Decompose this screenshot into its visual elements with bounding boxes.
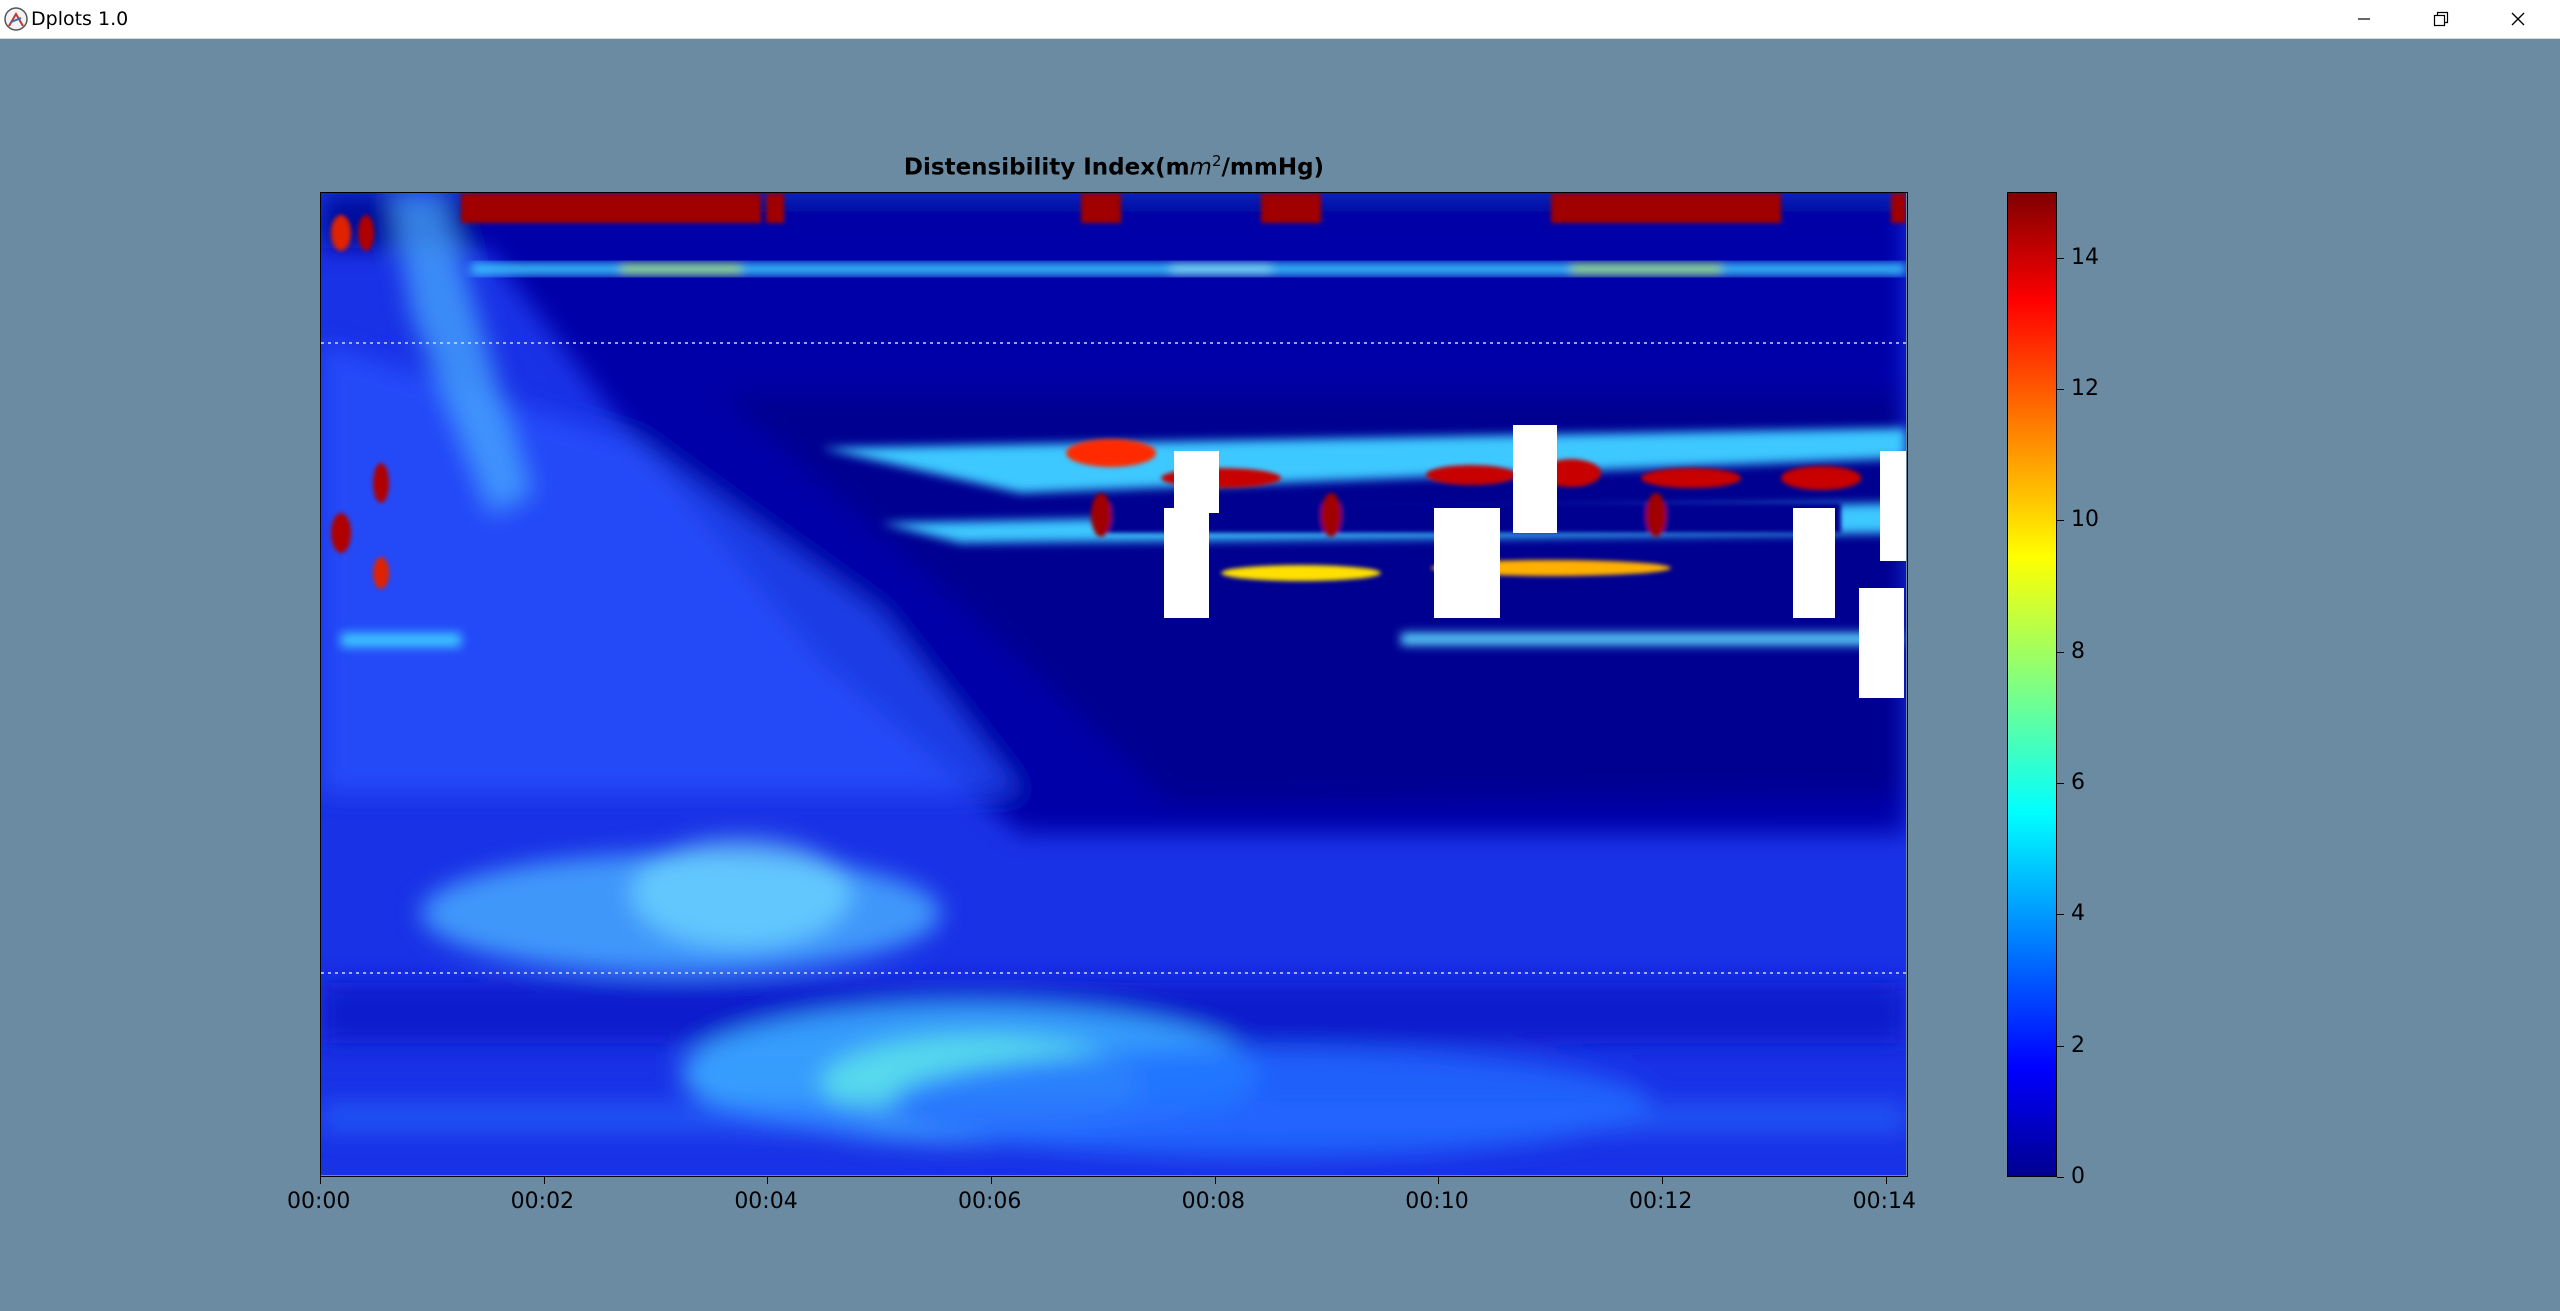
masked-regions <box>1164 425 1906 698</box>
colorbar-tick-mark <box>2057 1045 2064 1047</box>
colorbar-tick-label: 14 <box>2071 244 2099 270</box>
x-tick-label: 00:06 <box>957 1189 1022 1214</box>
x-tick-label: 00:02 <box>510 1189 575 1214</box>
x-tick-label: 00:04 <box>734 1189 798 1214</box>
plot-title-main: Distensibility Index(m <box>903 154 1190 181</box>
x-tick-mark <box>1438 1177 1440 1184</box>
colorbar-tick-mark <box>2057 257 2064 259</box>
x-tick-mark <box>1885 1177 1887 1184</box>
x-tick-label: 00:10 <box>1405 1189 1469 1214</box>
minimize-icon <box>2357 18 2370 20</box>
x-tick-label: 00:12 <box>1628 1189 1693 1214</box>
restore-icon <box>2433 11 2448 27</box>
colorbar-tick-label: 4 <box>2071 901 2085 927</box>
colorbar-tick-mark <box>2057 914 2064 916</box>
plot-title-superscript: 2 <box>1211 152 1222 170</box>
close-icon <box>2511 12 2524 26</box>
colorbar-tick-mark <box>2057 783 2064 784</box>
x-tick-mark <box>320 1177 321 1184</box>
app-logo-icon <box>4 7 28 31</box>
window-title: Dplots 1.0 <box>31 8 129 30</box>
colorbar-tick-label: 12 <box>2071 376 2099 401</box>
colorbar-tick-label: 6 <box>2071 770 2085 795</box>
x-tick-mark <box>543 1177 545 1184</box>
colorbar-tick-label: 8 <box>2071 638 2085 664</box>
x-tick-mark <box>990 1177 992 1184</box>
heatmap-plot[interactable] <box>320 192 1908 1177</box>
colorbar <box>2007 192 2057 1177</box>
plot-title-mid: m <box>1189 154 1212 181</box>
x-tick-mark <box>1661 1177 1663 1184</box>
minimize-button[interactable] <box>2325 0 2402 38</box>
x-tick-mark <box>767 1177 769 1184</box>
plot-title-tail: /mmHg) <box>1221 154 1325 181</box>
plot-title: Distensibility Index(mm2/mmHg) <box>320 152 1908 181</box>
colorbar-tick-mark <box>2057 520 2064 522</box>
x-tick-label: 00:14 <box>1852 1189 1917 1214</box>
x-tick-label: 00:00 <box>287 1189 351 1214</box>
colorbar-tick-mark <box>2057 1177 2064 1178</box>
window-titlebar: Dplots 1.0 <box>0 0 2560 39</box>
x-tick-label: 00:08 <box>1181 1189 1246 1214</box>
restore-button[interactable] <box>2402 0 2479 38</box>
close-button[interactable] <box>2479 0 2556 38</box>
colorbar-tick-label: 0 <box>2071 1164 2085 1189</box>
colorbar-tick-mark <box>2057 389 2064 390</box>
colorbar-tick-label: 10 <box>2071 507 2099 533</box>
colorbar-tick-label: 2 <box>2071 1032 2085 1058</box>
x-tick-mark <box>1214 1177 1216 1184</box>
colorbar-tick-mark <box>2057 651 2064 653</box>
heatmap-image <box>321 193 1906 1175</box>
